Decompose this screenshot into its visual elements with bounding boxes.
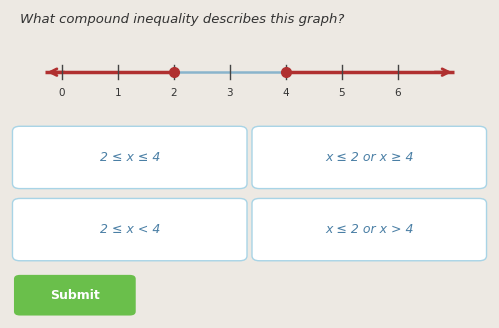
Text: 0: 0 <box>58 88 65 98</box>
FancyBboxPatch shape <box>252 198 487 261</box>
Text: 4: 4 <box>282 88 289 98</box>
Text: 2 ≤ x ≤ 4: 2 ≤ x ≤ 4 <box>100 151 160 164</box>
Text: 1: 1 <box>114 88 121 98</box>
Text: What compound inequality describes this graph?: What compound inequality describes this … <box>20 13 344 26</box>
Text: 5: 5 <box>339 88 345 98</box>
FancyBboxPatch shape <box>12 126 247 189</box>
Text: Submit: Submit <box>50 289 100 302</box>
Text: 6: 6 <box>395 88 401 98</box>
Text: 3: 3 <box>227 88 233 98</box>
FancyBboxPatch shape <box>14 275 136 316</box>
Text: 2 ≤ x < 4: 2 ≤ x < 4 <box>100 223 160 236</box>
Text: 2: 2 <box>171 88 177 98</box>
Text: x ≤ 2 or x > 4: x ≤ 2 or x > 4 <box>325 223 414 236</box>
FancyBboxPatch shape <box>12 198 247 261</box>
Text: x ≤ 2 or x ≥ 4: x ≤ 2 or x ≥ 4 <box>325 151 414 164</box>
FancyBboxPatch shape <box>252 126 487 189</box>
